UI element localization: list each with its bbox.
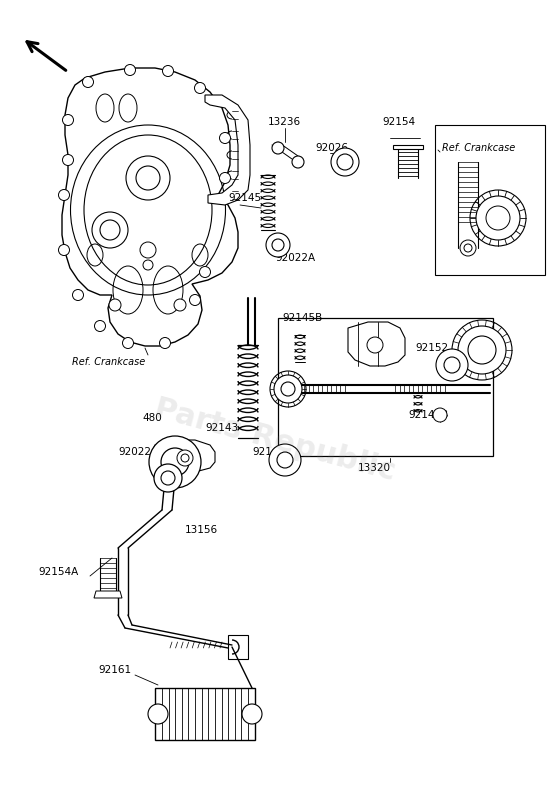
Circle shape <box>292 156 304 168</box>
Circle shape <box>109 299 121 311</box>
Polygon shape <box>348 322 405 366</box>
Circle shape <box>159 338 170 349</box>
Circle shape <box>199 266 210 278</box>
Circle shape <box>277 452 293 468</box>
Circle shape <box>83 77 94 87</box>
Circle shape <box>195 82 206 94</box>
Bar <box>228 635 248 659</box>
Circle shape <box>274 375 302 403</box>
Circle shape <box>149 436 201 488</box>
Circle shape <box>62 114 73 126</box>
Text: 92026: 92026 <box>315 143 348 153</box>
Circle shape <box>92 212 128 248</box>
Text: Ref. Crankcase: Ref. Crankcase <box>72 357 145 367</box>
Circle shape <box>337 154 353 170</box>
Circle shape <box>272 142 284 154</box>
Circle shape <box>177 450 193 466</box>
Text: 92161: 92161 <box>98 665 131 675</box>
Circle shape <box>140 242 156 258</box>
Circle shape <box>174 299 186 311</box>
Circle shape <box>266 233 290 257</box>
Text: 13320: 13320 <box>358 463 391 473</box>
Circle shape <box>444 357 460 373</box>
Circle shape <box>100 220 120 240</box>
Circle shape <box>476 196 520 240</box>
Polygon shape <box>205 95 250 205</box>
Circle shape <box>122 338 133 349</box>
Text: 92145B: 92145B <box>408 410 449 420</box>
Circle shape <box>163 66 174 77</box>
Circle shape <box>190 294 201 306</box>
Text: 92145: 92145 <box>228 193 261 203</box>
Circle shape <box>331 148 359 176</box>
Circle shape <box>460 240 476 256</box>
Circle shape <box>219 133 230 143</box>
Circle shape <box>367 337 383 353</box>
Circle shape <box>125 65 136 75</box>
Text: 92145B: 92145B <box>282 313 322 323</box>
Circle shape <box>272 239 284 251</box>
Text: 13156: 13156 <box>185 525 218 535</box>
Circle shape <box>486 206 510 230</box>
Polygon shape <box>62 68 238 346</box>
Circle shape <box>436 349 468 381</box>
Circle shape <box>161 448 189 476</box>
Circle shape <box>58 245 69 255</box>
Circle shape <box>126 156 170 200</box>
Circle shape <box>281 382 295 396</box>
Text: 92022A: 92022A <box>275 253 315 263</box>
Text: 92022: 92022 <box>118 447 151 457</box>
Circle shape <box>73 290 84 301</box>
Text: 92154: 92154 <box>382 117 415 127</box>
Bar <box>155 688 255 740</box>
Circle shape <box>468 336 496 364</box>
Circle shape <box>58 190 69 201</box>
Circle shape <box>433 408 447 422</box>
Bar <box>435 125 545 275</box>
Text: Parts Republic: Parts Republic <box>151 394 399 486</box>
Polygon shape <box>393 145 423 149</box>
Polygon shape <box>94 591 122 598</box>
Circle shape <box>181 454 189 462</box>
Text: 13236: 13236 <box>268 117 301 127</box>
Text: 92143: 92143 <box>205 423 238 433</box>
Text: 92152: 92152 <box>415 343 448 353</box>
Circle shape <box>95 321 105 331</box>
Circle shape <box>219 173 230 183</box>
Text: Ref. Crankcase: Ref. Crankcase <box>442 143 515 153</box>
Text: 92154A: 92154A <box>38 567 78 577</box>
Circle shape <box>62 154 73 166</box>
Circle shape <box>148 704 168 724</box>
Circle shape <box>464 244 472 252</box>
Circle shape <box>154 464 182 492</box>
Polygon shape <box>152 440 215 472</box>
Bar <box>278 318 493 456</box>
Circle shape <box>458 326 506 374</box>
Circle shape <box>143 260 153 270</box>
Circle shape <box>136 166 160 190</box>
Circle shape <box>269 444 301 476</box>
Text: 480: 480 <box>142 413 162 423</box>
Circle shape <box>161 471 175 485</box>
Circle shape <box>242 704 262 724</box>
Text: 92145A: 92145A <box>252 447 292 457</box>
